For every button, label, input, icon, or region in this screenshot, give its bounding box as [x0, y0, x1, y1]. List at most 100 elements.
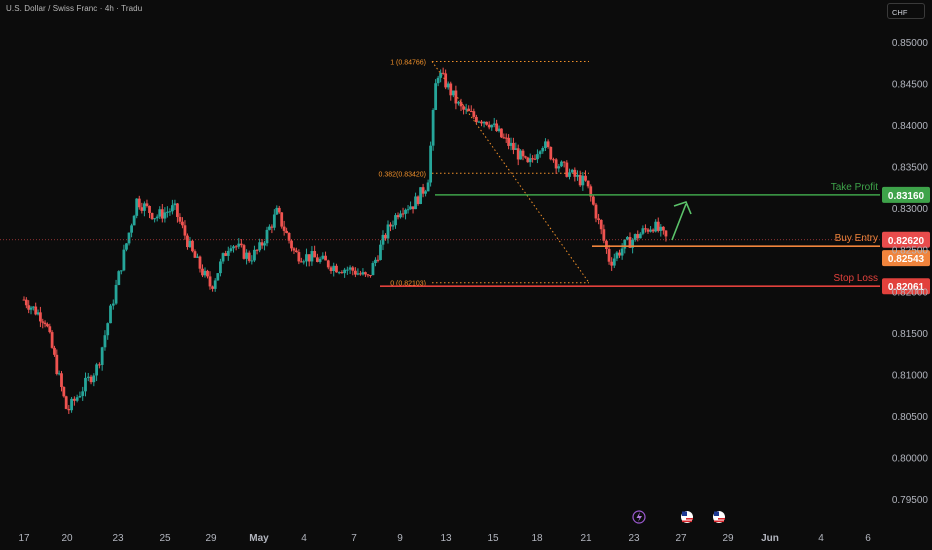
- candle-body: [226, 250, 230, 256]
- candle-body: [507, 137, 511, 146]
- candle-body: [594, 204, 598, 219]
- candle-body: [258, 242, 262, 251]
- candle-body: [612, 258, 616, 266]
- candle-body: [661, 226, 665, 231]
- x-tick-label: 17: [18, 533, 30, 544]
- level-label: Take Profit: [831, 182, 878, 193]
- up-arrow: [671, 201, 692, 241]
- candle-body: [414, 196, 417, 210]
- candle-body: [41, 321, 45, 323]
- candle-body: [399, 213, 402, 218]
- x-tick-label: 4: [818, 533, 824, 544]
- candle-body: [203, 270, 207, 276]
- candle-body: [497, 128, 501, 132]
- candle-body: [78, 395, 82, 398]
- candle-body: [651, 229, 655, 232]
- us-flag-icon[interactable]: [713, 511, 725, 523]
- flag-stripe: [718, 518, 725, 520]
- candle-body: [119, 270, 123, 272]
- candle-body: [193, 251, 197, 258]
- flag-stripe: [714, 520, 724, 523]
- candle-body: [462, 106, 465, 110]
- candles: [22, 67, 668, 414]
- candle-body: [81, 391, 85, 396]
- x-tick-label: May: [249, 533, 269, 544]
- candle-body: [22, 299, 26, 301]
- candle-body: [50, 332, 54, 348]
- candle-body: [24, 299, 28, 306]
- candle-body: [401, 213, 405, 215]
- lightning-icon[interactable]: [632, 510, 646, 524]
- candle-body: [72, 398, 76, 401]
- candle-body: [664, 230, 668, 237]
- candle-body: [369, 275, 372, 277]
- candle-body: [135, 198, 139, 216]
- candle-body: [198, 256, 202, 269]
- candle-body: [122, 249, 126, 271]
- candle-body: [332, 265, 336, 271]
- candle-body: [541, 148, 545, 152]
- us-flag-icon[interactable]: [681, 511, 693, 523]
- level-price-text: 0.82061: [888, 282, 925, 293]
- candle-body: [106, 323, 110, 336]
- candle-body: [656, 221, 660, 231]
- candle-body: [610, 261, 614, 266]
- candle-body: [117, 271, 121, 285]
- candle-body: [366, 274, 370, 276]
- candle-body: [232, 246, 235, 249]
- candle-body: [562, 161, 566, 163]
- candle-body: [605, 240, 608, 250]
- candle-body: [125, 243, 128, 250]
- candle-body: [285, 230, 289, 233]
- level-price-text: 0.82543: [888, 254, 925, 265]
- candle-body: [474, 116, 478, 123]
- candle-body: [429, 145, 433, 183]
- candle-body: [546, 141, 550, 147]
- fib-trend-line: [431, 61, 590, 284]
- candle-body: [275, 207, 279, 215]
- candle-body: [67, 408, 71, 411]
- candle-body: [480, 121, 483, 124]
- candle-body: [89, 376, 93, 383]
- candle-body: [467, 108, 471, 112]
- candle-body: [607, 249, 611, 262]
- candle-body: [386, 224, 390, 239]
- candle-body: [439, 72, 443, 78]
- candle-body: [242, 245, 246, 259]
- price-axis: 0.85000 0.84500 0.84000 0.83500 0.83000 0.825…: [892, 38, 929, 506]
- x-tick-label: Jun: [761, 533, 779, 544]
- candle-body: [404, 209, 407, 214]
- candle-body: [213, 280, 217, 289]
- candle-body: [509, 142, 513, 146]
- candle-body: [424, 191, 427, 194]
- price-levels: Take Profit 0.83160 Buy Entry 0.82543 Stop L…: [0, 182, 930, 295]
- candle-body: [384, 234, 387, 239]
- x-tick-label: 27: [675, 533, 687, 544]
- x-tick-label: 6: [865, 533, 871, 544]
- candle-body: [500, 128, 503, 138]
- candle-body: [280, 212, 284, 227]
- candle-body: [250, 260, 254, 262]
- y-tick-label: 0.83500: [892, 163, 929, 174]
- candle-body: [109, 305, 112, 324]
- candle-body: [36, 312, 40, 315]
- candle-body: [576, 174, 579, 177]
- candle-body: [282, 226, 286, 231]
- candle-body: [43, 322, 47, 325]
- candle-body: [485, 121, 489, 125]
- candle-body: [419, 187, 422, 204]
- candle-body: [625, 237, 629, 240]
- fib-level-label: 0.382(0.83420): [379, 171, 426, 178]
- candle-body: [287, 232, 291, 241]
- x-tick-label: 7: [351, 533, 357, 544]
- level-price-badge: [882, 278, 930, 295]
- candle-body: [272, 214, 276, 228]
- flag-stripe: [686, 518, 693, 520]
- candle-body: [310, 251, 314, 262]
- candle-body: [211, 286, 214, 289]
- currency-button[interactable]: CHF: [887, 3, 925, 19]
- candle-body: [578, 174, 582, 186]
- candle-body: [504, 137, 508, 139]
- fib-level-label: 0 (0.82103): [390, 281, 426, 288]
